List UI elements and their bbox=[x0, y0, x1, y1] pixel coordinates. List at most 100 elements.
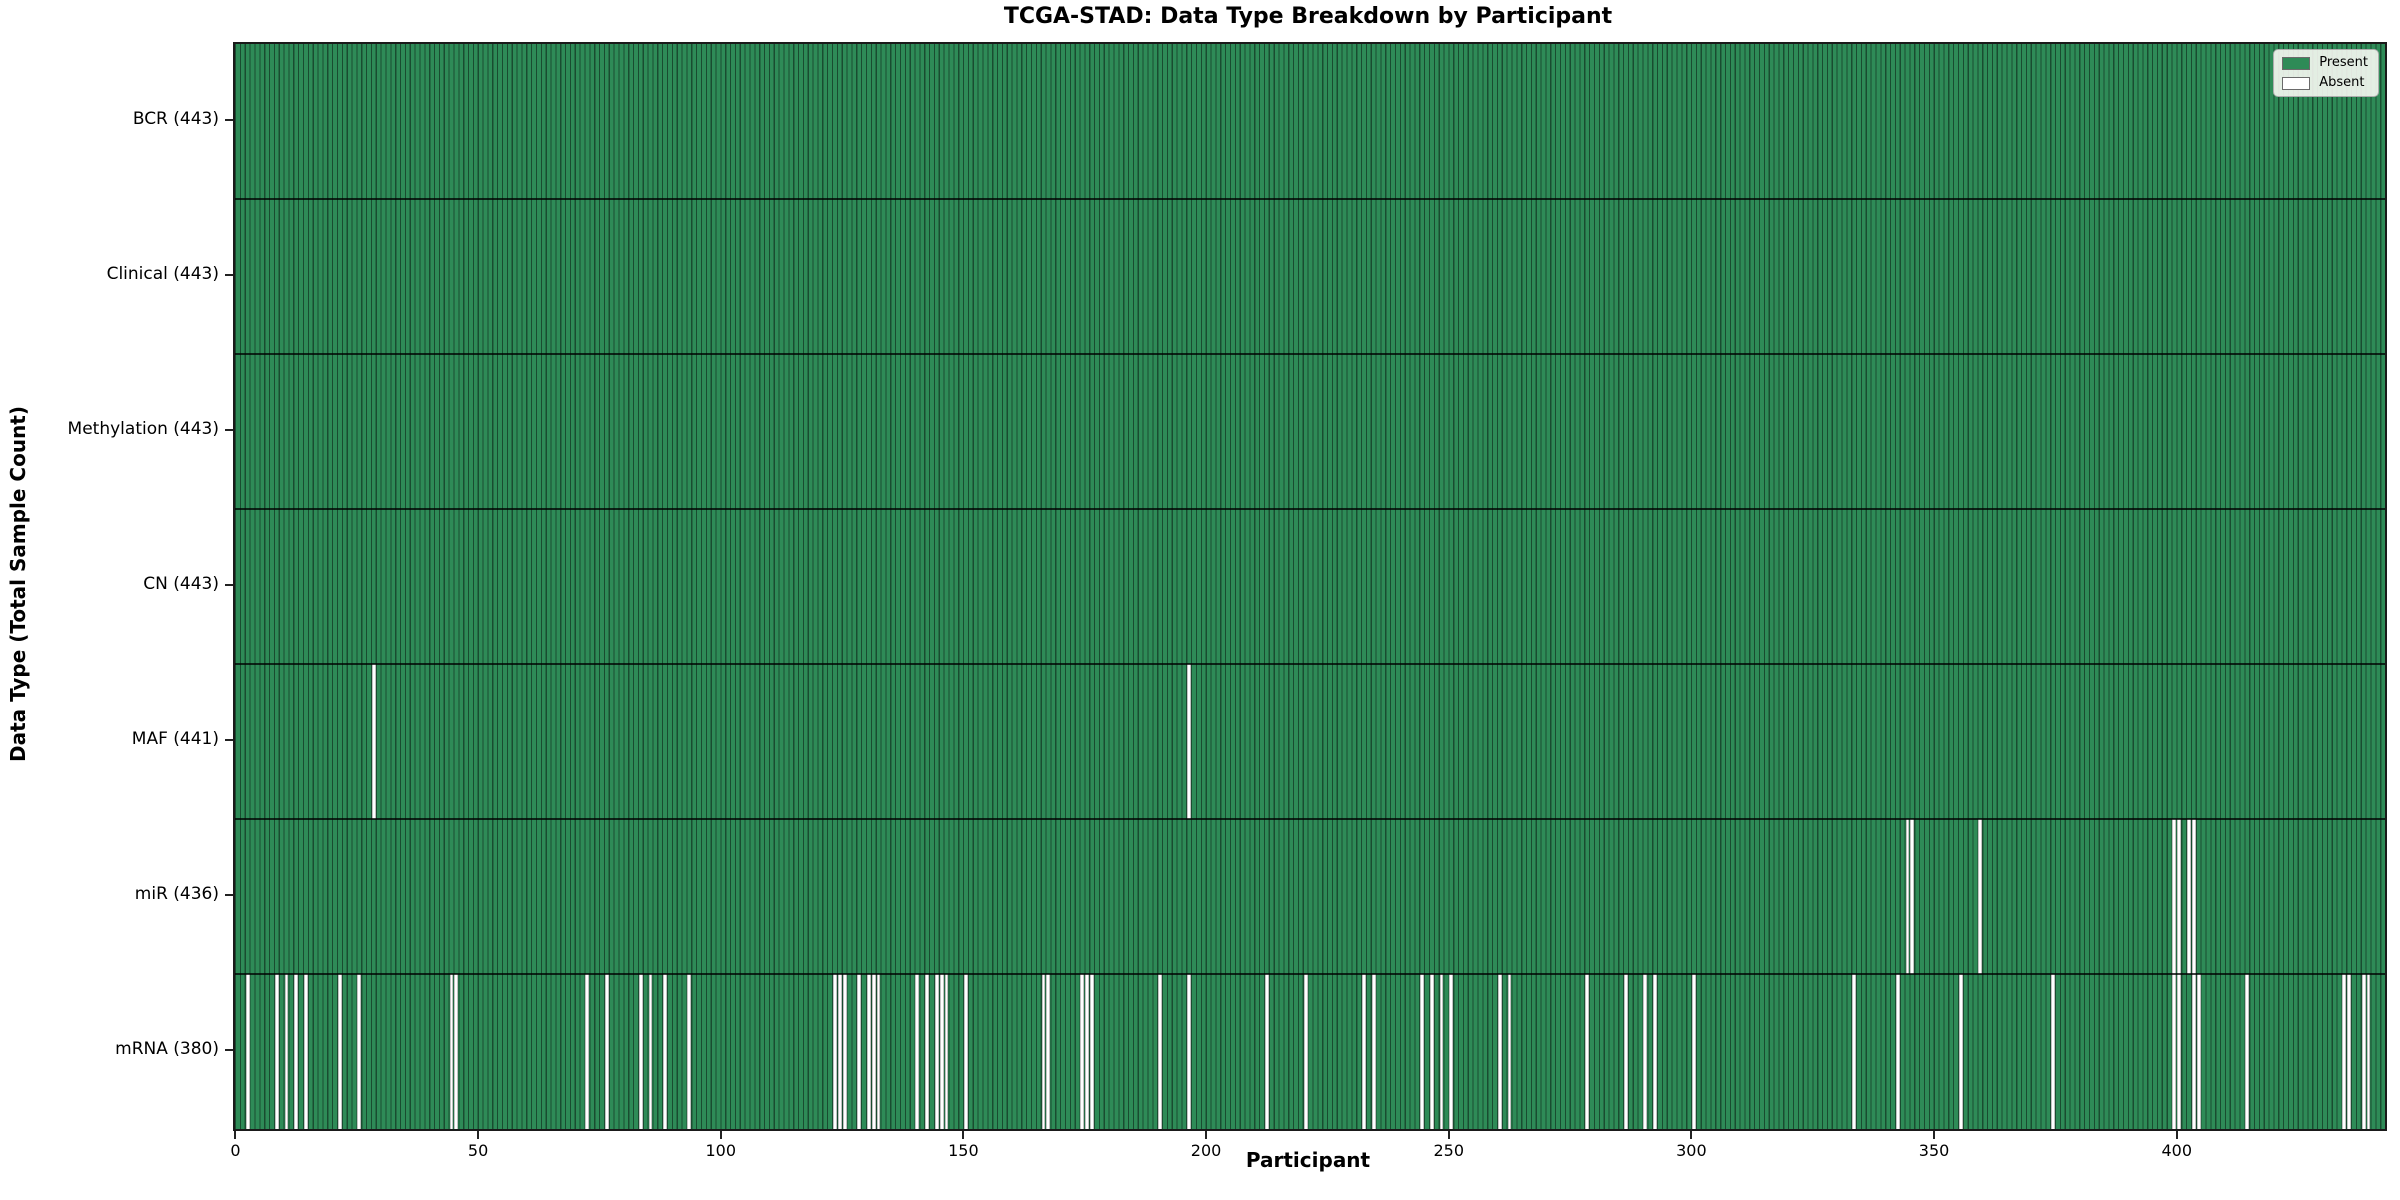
absent-cell-mRNA-244 bbox=[1420, 974, 1425, 1129]
x-tick-mark bbox=[2175, 1131, 2178, 1139]
absent-cell-mRNA-85 bbox=[648, 974, 653, 1129]
absent-cell-mRNA-125 bbox=[842, 974, 847, 1129]
row-label-CN: CN (443) bbox=[143, 573, 219, 594]
y-tick-mark bbox=[225, 893, 233, 896]
absent-cell-mRNA-434 bbox=[2342, 974, 2347, 1129]
x-tick-mark bbox=[477, 1131, 480, 1139]
absent-cell-mRNA-355 bbox=[1958, 974, 1963, 1129]
absent-cell-mRNA-248 bbox=[1439, 974, 1444, 1129]
absent-cell-mRNA-290 bbox=[1643, 974, 1648, 1129]
absent-cell-mRNA-439 bbox=[2366, 974, 2371, 1129]
x-tick-mark bbox=[719, 1131, 722, 1139]
absent-cell-mRNA-438 bbox=[2361, 974, 2366, 1129]
absent-cell-mRNA-10 bbox=[284, 974, 289, 1129]
absent-cell-mRNA-212 bbox=[1264, 974, 1269, 1129]
absent-cell-mRNA-262 bbox=[1507, 974, 1512, 1129]
absent-cell-miR-400 bbox=[2177, 819, 2182, 974]
absent-cell-mRNA-404 bbox=[2196, 974, 2201, 1129]
absent-cell-mRNA-260 bbox=[1497, 974, 1502, 1129]
row-separator bbox=[235, 663, 2385, 665]
absent-cell-mRNA-83 bbox=[638, 974, 643, 1129]
absent-cell-mRNA-342 bbox=[1895, 974, 1900, 1129]
absent-cell-mRNA-333 bbox=[1852, 974, 1856, 1129]
absent-cell-mRNA-232 bbox=[1361, 974, 1366, 1129]
chart-title: TCGA-STAD: Data Type Breakdown by Partic… bbox=[1003, 4, 1613, 29]
absent-cell-mRNA-44 bbox=[449, 974, 454, 1129]
absent-cell-mRNA-76 bbox=[604, 974, 609, 1129]
x-tick-label-200: 200 bbox=[1190, 1141, 1222, 1160]
row-label-Clinical: Clinical (443) bbox=[106, 263, 219, 284]
legend-label-present: Present bbox=[2319, 55, 2368, 70]
x-tick-label-300: 300 bbox=[1676, 1141, 1707, 1160]
row-separator bbox=[235, 973, 2385, 975]
absent-cell-mRNA-292 bbox=[1653, 974, 1657, 1129]
row-separator bbox=[235, 818, 2385, 820]
absent-cell-mRNA-145 bbox=[939, 974, 944, 1129]
row-label-miR: miR (436) bbox=[134, 883, 219, 904]
row-separator bbox=[235, 353, 2385, 355]
x-tick-label-350: 350 bbox=[1918, 1141, 1950, 1160]
absent-cell-miR-402 bbox=[2187, 819, 2191, 974]
absent-cell-mRNA-144 bbox=[934, 974, 939, 1129]
x-tick-label-50: 50 bbox=[467, 1141, 489, 1160]
x-tick-label-150: 150 bbox=[948, 1141, 979, 1160]
heatmap-plot-area: Present Absent bbox=[233, 42, 2387, 1131]
absent-cell-mRNA-128 bbox=[857, 974, 862, 1129]
absent-cell-mRNA-130 bbox=[866, 974, 871, 1129]
legend-item-absent: Absent bbox=[2282, 76, 2368, 90]
absent-cell-mRNA-286 bbox=[1624, 974, 1628, 1129]
absent-cell-mRNA-12 bbox=[294, 974, 299, 1129]
absent-cell-mRNA-278 bbox=[1585, 974, 1590, 1129]
legend-label-absent: Absent bbox=[2319, 75, 2365, 90]
x-tick-label-400: 400 bbox=[2161, 1141, 2192, 1160]
absent-cell-mRNA-131 bbox=[871, 974, 876, 1129]
x-tick-mark bbox=[1933, 1131, 1936, 1139]
absent-cell-mRNA-150 bbox=[963, 974, 968, 1129]
y-tick-mark bbox=[225, 583, 233, 586]
absent-cell-mRNA-400 bbox=[2177, 974, 2182, 1129]
y-tick-mark bbox=[225, 738, 233, 741]
absent-cell-mRNA-250 bbox=[1449, 974, 1454, 1129]
absent-cell-mRNA-190 bbox=[1158, 974, 1162, 1129]
absent-cell-mRNA-166 bbox=[1041, 974, 1046, 1129]
absent-cell-mRNA-8 bbox=[274, 974, 279, 1129]
x-tick-label-250: 250 bbox=[1433, 1141, 1464, 1160]
absent-cell-mRNA-132 bbox=[876, 974, 881, 1129]
row-separator bbox=[235, 198, 2385, 200]
absent-cell-miR-344 bbox=[1905, 819, 1910, 974]
absent-cell-mRNA-72 bbox=[585, 974, 590, 1129]
absent-cell-miR-359 bbox=[1978, 819, 1983, 974]
legend-swatch-absent bbox=[2282, 76, 2311, 90]
absent-cell-mRNA-403 bbox=[2191, 974, 2196, 1129]
row-label-BCR: BCR (443) bbox=[132, 108, 219, 129]
row-separator bbox=[235, 508, 2385, 510]
absent-cell-mRNA-14 bbox=[303, 974, 308, 1129]
row-label-MAF: MAF (441) bbox=[131, 728, 219, 749]
absent-cell-mRNA-167 bbox=[1046, 974, 1051, 1129]
absent-cell-mRNA-124 bbox=[837, 974, 842, 1129]
absent-cell-mRNA-45 bbox=[454, 974, 459, 1129]
y-tick-mark bbox=[225, 118, 233, 121]
row-label-Methylation: Methylation (443) bbox=[67, 418, 219, 439]
absent-cell-mRNA-140 bbox=[915, 974, 920, 1129]
x-tick-mark bbox=[1205, 1131, 1208, 1139]
absent-cell-miR-403 bbox=[2191, 819, 2196, 974]
absent-cell-MAF-28 bbox=[371, 664, 376, 819]
absent-cell-mRNA-88 bbox=[663, 974, 667, 1129]
absent-cell-mRNA-174 bbox=[1080, 974, 1085, 1129]
absent-cell-mRNA-234 bbox=[1371, 974, 1376, 1129]
absent-cell-mRNA-176 bbox=[1090, 974, 1095, 1129]
y-tick-mark bbox=[225, 273, 233, 276]
x-tick-mark bbox=[1690, 1131, 1693, 1139]
absent-cell-mRNA-25 bbox=[357, 974, 362, 1129]
absent-cell-mRNA-146 bbox=[944, 974, 949, 1129]
absent-cell-mRNA-435 bbox=[2347, 974, 2352, 1129]
x-tick-label-0: 0 bbox=[230, 1141, 241, 1160]
row-label-mRNA: mRNA (380) bbox=[115, 1038, 219, 1059]
y-tick-mark bbox=[225, 428, 233, 431]
absent-cell-mRNA-2 bbox=[245, 974, 250, 1129]
legend-swatch-present bbox=[2282, 56, 2311, 70]
absent-cell-mRNA-21 bbox=[337, 974, 342, 1129]
x-tick-mark bbox=[234, 1131, 237, 1139]
absent-cell-mRNA-220 bbox=[1303, 974, 1308, 1129]
